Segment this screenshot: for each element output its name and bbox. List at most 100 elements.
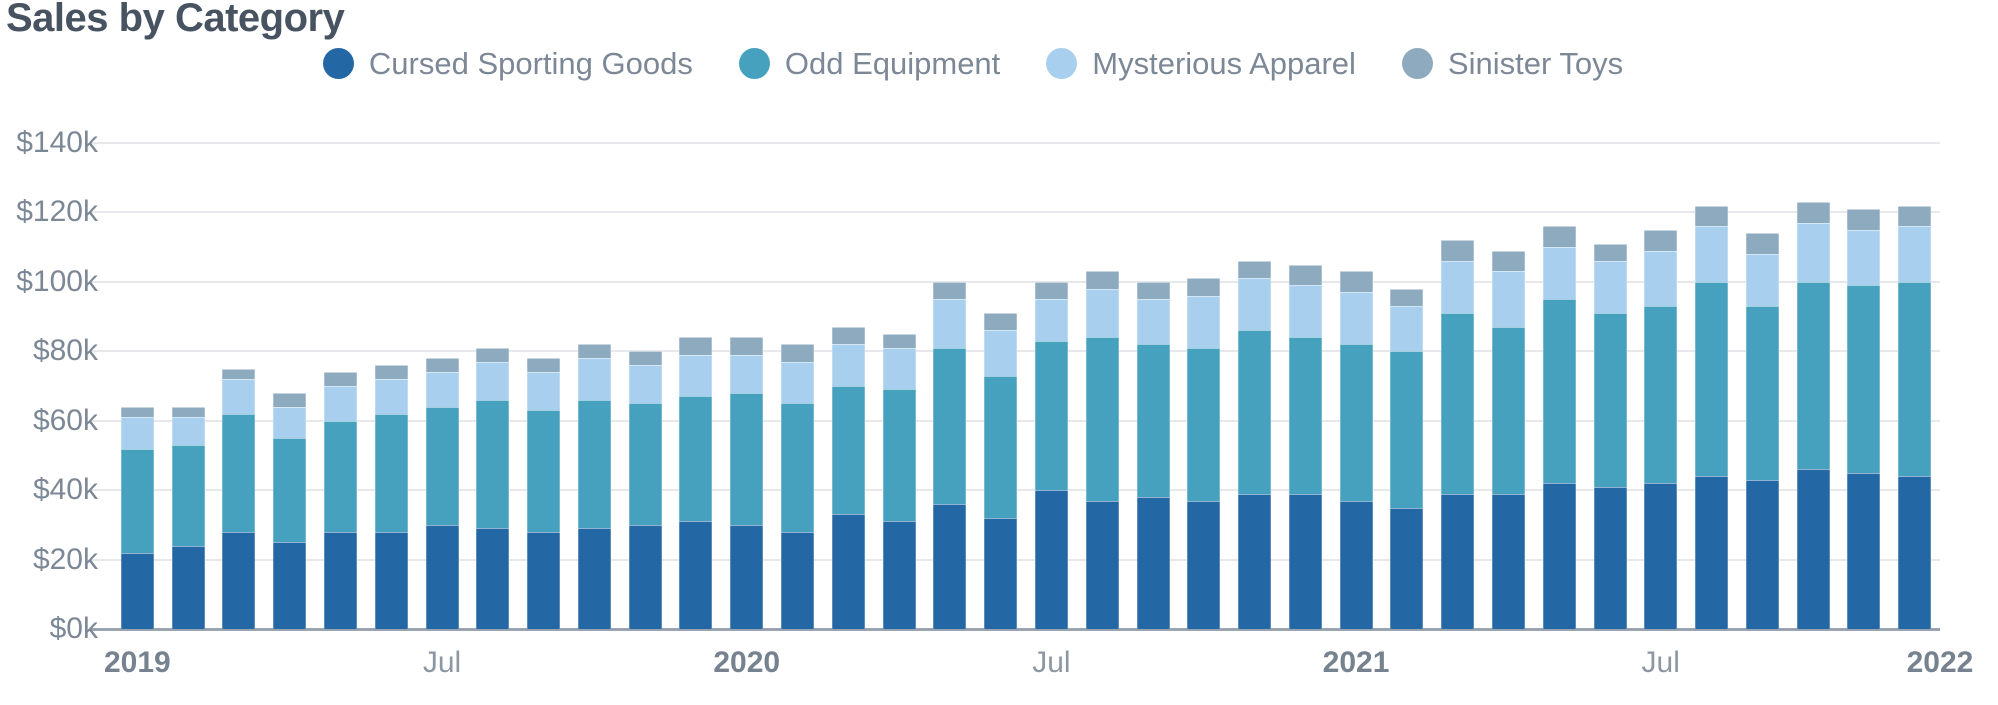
bar-segment-cursed-sporting-goods — [781, 531, 815, 629]
legend-item-odd-equipment[interactable]: Odd Equipment — [738, 46, 1001, 81]
stacked-bar-dec-2021 — [1898, 143, 1932, 629]
stacked-bar-jul-2020 — [1034, 143, 1068, 629]
stacked-bar-jul-2019 — [425, 143, 459, 629]
bar-segment-cursed-sporting-goods — [222, 531, 256, 629]
legend-item-sinister-toys[interactable]: Sinister Toys — [1401, 48, 1623, 79]
bar-segment-mysterious-apparel — [1491, 271, 1525, 327]
bar-segment-cursed-sporting-goods — [730, 524, 764, 629]
bar-segment-cursed-sporting-goods — [1745, 479, 1779, 629]
legend-item-mysterious-apparel[interactable]: Mysterious Apparel — [1046, 48, 1356, 79]
bar-segment-sinister-toys — [1288, 264, 1322, 286]
legend-swatch-icon — [322, 48, 354, 79]
bar-segment-mysterious-apparel — [476, 361, 510, 400]
stacked-bar-feb-2019 — [171, 143, 205, 629]
bar-segment-cursed-sporting-goods — [120, 552, 154, 629]
bar-segment-sinister-toys — [1034, 281, 1068, 300]
bar-segment-mysterious-apparel — [273, 406, 307, 439]
bar-segment-cursed-sporting-goods — [1491, 493, 1525, 629]
y-axis-label: $80k — [32, 334, 98, 368]
bar-segment-mysterious-apparel — [577, 358, 611, 400]
bar-slot — [1280, 143, 1331, 629]
stacked-bar-dec-2019 — [679, 143, 713, 629]
legend: Cursed Sporting Goods Odd Equipment Myster… — [0, 48, 1998, 79]
bar-segment-cursed-sporting-goods — [1441, 493, 1475, 629]
stacked-bar-feb-2020 — [781, 143, 815, 629]
stacked-bar-jul-2021 — [1644, 143, 1678, 629]
y-axis-label: $20k — [32, 542, 98, 576]
bar-segment-cursed-sporting-goods — [882, 521, 916, 629]
bar-segment-cursed-sporting-goods — [1187, 500, 1221, 629]
bar-segment-odd-equipment — [933, 347, 967, 505]
bar-segment-mysterious-apparel — [1695, 226, 1729, 282]
bar-segment-mysterious-apparel — [781, 361, 815, 404]
bar-segment-mysterious-apparel — [1441, 261, 1475, 314]
bar-slot — [1788, 143, 1839, 629]
bar-slot — [1382, 143, 1433, 629]
x-axis-label-jul: Jul — [422, 646, 462, 679]
bar-segment-odd-equipment — [781, 403, 815, 532]
bar-slot — [467, 143, 518, 629]
stacked-bar-dec-2020 — [1288, 143, 1322, 629]
legend-item-cursed-sporting-goods[interactable]: Cursed Sporting Goods — [322, 46, 693, 81]
bar-segment-cursed-sporting-goods — [1136, 497, 1170, 629]
y-axis-label: $60k — [32, 403, 98, 437]
bar-segment-odd-equipment — [171, 445, 205, 546]
bar-segment-cursed-sporting-goods — [476, 528, 510, 629]
bar-segment-odd-equipment — [1238, 330, 1272, 494]
bar-segment-odd-equipment — [1542, 299, 1576, 484]
bar-segment-sinister-toys — [1542, 226, 1576, 248]
bar-segment-mysterious-apparel — [679, 354, 713, 397]
bar-slot — [975, 143, 1026, 629]
bar-segment-mysterious-apparel — [831, 344, 865, 387]
stacked-bar-aug-2019 — [476, 143, 510, 629]
stacked-bar-sep-2020 — [1136, 143, 1170, 629]
bar-slot — [1889, 143, 1940, 629]
bar-segment-mysterious-apparel — [933, 299, 967, 348]
gridline — [90, 211, 1940, 214]
x-axis-label-2020: 2020 — [713, 646, 781, 679]
stacked-bar-nov-2019 — [628, 143, 662, 629]
bar-segment-odd-equipment — [628, 403, 662, 525]
legend-item-label: Cursed Sporting Goods — [368, 46, 693, 81]
bar-segment-mysterious-apparel — [628, 365, 662, 404]
bar-segment-mysterious-apparel — [1745, 254, 1779, 307]
stacked-bar-may-2019 — [324, 143, 358, 629]
bar-segment-mysterious-apparel — [1796, 222, 1830, 282]
bar-segment-cursed-sporting-goods — [374, 531, 408, 629]
bar-segment-sinister-toys — [425, 358, 459, 373]
legend-item-label: Odd Equipment — [784, 46, 1001, 81]
bar-segment-sinister-toys — [1593, 243, 1627, 262]
bar-slot — [112, 143, 163, 629]
stacked-bar-mar-2020 — [831, 143, 865, 629]
bar-segment-sinister-toys — [476, 347, 510, 362]
bar-slot — [620, 143, 671, 629]
plot-area: $0k $20k $40k $60k $80k $100k $120k $140k 2019 Ju… — [16, 128, 1973, 679]
bar-segment-cursed-sporting-goods — [1085, 500, 1119, 629]
stacked-bar-jan-2021 — [1339, 143, 1373, 629]
gridline — [90, 142, 1940, 144]
bar-slot — [1432, 143, 1483, 629]
bar-segment-sinister-toys — [628, 351, 662, 366]
stacked-bar-apr-2021 — [1491, 143, 1525, 629]
stacked-bar-jan-2020 — [730, 143, 764, 629]
bar-segment-cursed-sporting-goods — [1390, 507, 1424, 629]
bar-segment-cursed-sporting-goods — [1898, 476, 1932, 629]
bar-slot — [1026, 143, 1077, 629]
bar-slot — [366, 143, 417, 629]
bar-segment-odd-equipment — [1339, 344, 1373, 501]
bar-segment-mysterious-apparel — [374, 379, 408, 414]
stacked-bar-jun-2020 — [984, 143, 1018, 629]
bar-slot — [721, 143, 772, 629]
bar-slot — [315, 143, 366, 629]
x-axis-label-2021: 2021 — [1322, 646, 1390, 679]
y-axis-label: $100k — [16, 264, 98, 298]
bar-segment-mysterious-apparel — [1339, 292, 1373, 345]
bar-slot — [569, 143, 620, 629]
legend-swatch-icon — [1046, 48, 1078, 79]
stacked-bar-jun-2021 — [1593, 143, 1627, 629]
bar-segment-mysterious-apparel — [1898, 226, 1932, 282]
bar-segment-mysterious-apparel — [1288, 285, 1322, 338]
bar-slot — [772, 143, 823, 629]
bar-segment-mysterious-apparel — [1390, 306, 1424, 352]
bar-segment-odd-equipment — [476, 399, 510, 529]
